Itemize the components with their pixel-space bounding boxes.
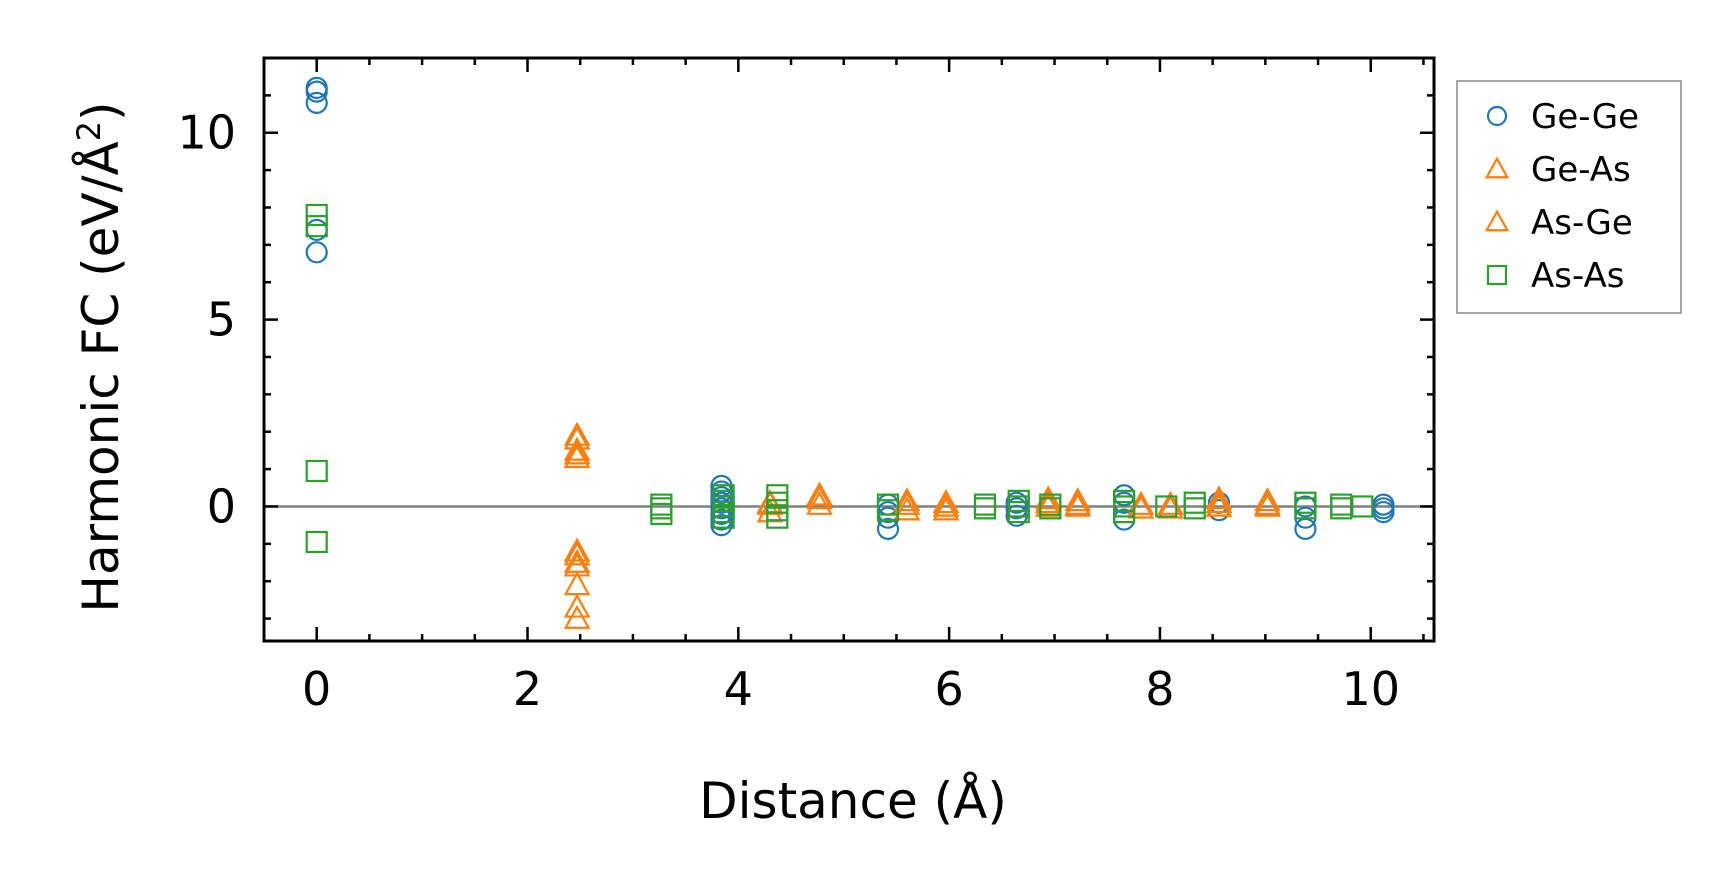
legend-label-ge-ge: Ge-Ge — [1531, 97, 1639, 137]
data-point-as-as — [1007, 500, 1030, 524]
data-point-as-as — [305, 215, 328, 238]
data-point-as-ge — [1254, 490, 1281, 515]
axis-ticks — [262, 56, 1434, 641]
data-point-ge-ge — [710, 514, 733, 537]
data-point-ge-ge — [876, 517, 900, 540]
data-point-ge-ge — [1005, 497, 1028, 520]
data-point-as-ge — [932, 492, 960, 517]
data-point-as-as — [1039, 497, 1062, 520]
data-point-as-ge — [806, 485, 833, 510]
data-point-as-as — [1183, 497, 1206, 520]
data-point-as-ge — [1034, 488, 1062, 514]
data-point-ge-as — [806, 490, 833, 515]
y-tick-label: 10 — [177, 106, 236, 160]
y-axis-label: Harmonic FC (eV/Å2) — [70, 101, 130, 612]
data-point-as-ge — [756, 490, 784, 515]
x-tick-label: 4 — [724, 662, 753, 716]
data-point-as-as — [876, 499, 900, 522]
x-tick-label: 0 — [302, 662, 331, 716]
legend-box — [1456, 80, 1682, 314]
data-point-ge-as — [806, 481, 833, 506]
data-point-ge-as — [932, 488, 960, 514]
y-axis-label-end: ) — [72, 101, 130, 121]
data-point-as-as — [766, 506, 789, 529]
data-point-as-ge — [563, 537, 591, 562]
data-point-as-as — [973, 497, 997, 520]
data-point-ge-ge — [305, 91, 328, 114]
legend-label-ge-as: Ge-As — [1531, 150, 1631, 190]
data-point-ge-ge — [710, 502, 733, 526]
data-point-as-as — [1155, 495, 1178, 518]
data-point-as-as — [305, 203, 328, 227]
data-point-as-as — [305, 530, 328, 554]
x-tick-label: 8 — [1145, 662, 1174, 716]
y-axis-label-sup: 2 — [70, 121, 108, 141]
data-point-as-ge — [1064, 490, 1092, 515]
legend-label-as-ge: As-Ge — [1531, 203, 1633, 243]
data-point-ge-as — [1254, 487, 1281, 512]
legend: Ge-Ge Ge-As As-Ge As-As — [1456, 80, 1682, 314]
y-axis-label-main: Harmonic FC (eV/Å — [72, 141, 130, 612]
data-point-ge-ge — [305, 241, 328, 264]
data-point-as-as — [1183, 491, 1206, 514]
data-point-ge-as — [1127, 494, 1155, 519]
data-point-ge-ge — [1294, 517, 1317, 540]
data-point-as-ge — [563, 440, 591, 465]
x-tick-label: 6 — [934, 662, 963, 716]
x-axis-label: Distance (Å) — [699, 772, 1007, 830]
data-points — [305, 76, 1395, 629]
data-point-ge-as — [932, 496, 960, 521]
legend-marker-as-ge — [1484, 209, 1510, 232]
data-point-ge-as — [563, 604, 591, 629]
tick-labels: 0 2 4 6 8 10 0 5 10 — [177, 106, 1400, 716]
data-point-as-ge — [563, 425, 591, 450]
data-point-as-ge — [1205, 488, 1233, 514]
plot-frame — [262, 56, 1436, 643]
y-tick-label: 0 — [207, 479, 236, 533]
legend-marker-as-as — [1486, 264, 1508, 286]
plot-area — [262, 56, 1436, 643]
data-point-as-as — [650, 502, 673, 526]
data-point-as-as — [1294, 497, 1317, 520]
data-point-ge-as — [563, 541, 591, 566]
data-point-ge-as — [563, 444, 591, 469]
legend-marker-ge-ge — [1486, 105, 1508, 127]
data-point-ge-ge — [710, 508, 733, 531]
legend-marker-ge-as — [1484, 156, 1510, 179]
data-point-as-as — [712, 506, 735, 529]
data-point-ge-ge — [305, 80, 328, 103]
x-tick-label: 2 — [513, 662, 542, 716]
data-point-as-as — [1113, 500, 1136, 524]
data-point-ge-as — [563, 593, 591, 618]
data-point-as-as — [305, 459, 328, 483]
data-point-ge-as — [893, 487, 921, 512]
data-point-ge-as — [893, 496, 921, 521]
data-point-ge-as — [1205, 485, 1233, 510]
data-point-as-ge — [893, 490, 921, 515]
data-point-as-as — [1351, 495, 1374, 518]
y-tick-label: 5 — [207, 293, 236, 347]
x-tick-label: 10 — [1341, 662, 1400, 716]
data-point-ge-as — [1205, 492, 1233, 517]
data-point-ge-as — [1127, 490, 1155, 515]
data-point-ge-as — [1064, 487, 1092, 512]
data-point-as-ge — [563, 552, 591, 577]
legend-label-as-as: As-As — [1531, 256, 1624, 296]
